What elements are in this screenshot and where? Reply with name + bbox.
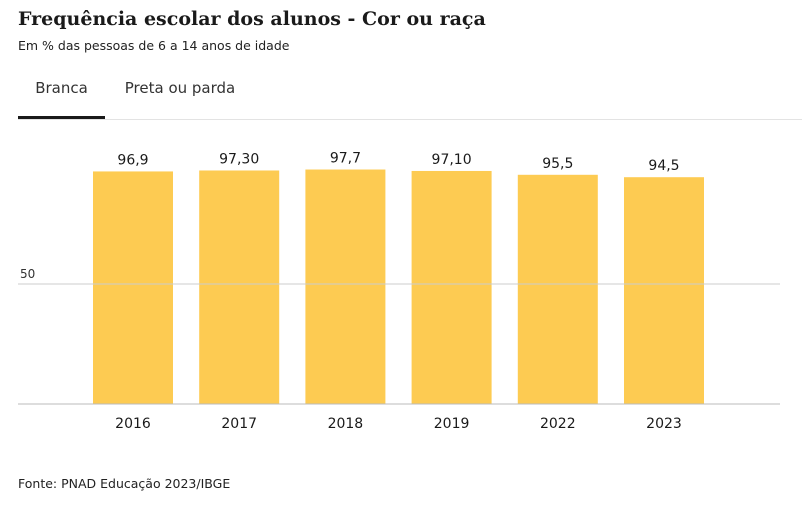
bar [624, 177, 704, 404]
data-label: 94,5 [648, 158, 679, 174]
bar-chart: 96,9 2016 97,30 2017 97,7 2018 97,10 2019 95,5 20… [18, 151, 780, 432]
tab-branca[interactable]: Branca [18, 68, 105, 119]
x-tick-label: 2017 [221, 416, 257, 432]
chart-title: Frequência escolar dos alunos - Cor ou r… [18, 8, 486, 30]
bar [305, 169, 386, 404]
bar [93, 171, 173, 404]
bar [517, 174, 598, 404]
x-tick-label: 2016 [115, 416, 151, 432]
bar [199, 170, 280, 404]
data-label: 97,10 [432, 152, 472, 168]
x-tick-label: 2023 [646, 416, 682, 432]
y-tick-label: 50 [20, 267, 35, 281]
tab-bar: Branca Preta ou parda [18, 68, 802, 120]
source-note: Fonte: PNAD Educação 2023/IBGE [18, 476, 231, 491]
data-label: 97,30 [219, 151, 259, 167]
chart-subtitle: Em % das pessoas de 6 a 14 anos de idade [18, 38, 290, 53]
x-tick-label: 2019 [434, 416, 470, 432]
tab-preta-ou-parda[interactable]: Preta ou parda [124, 79, 236, 97]
data-label: 96,9 [117, 152, 148, 168]
bar [411, 170, 492, 404]
data-label: 95,5 [542, 156, 573, 172]
x-tick-label: 2022 [540, 416, 576, 432]
data-label: 97,7 [330, 151, 361, 167]
x-tick-label: 2018 [328, 416, 364, 432]
